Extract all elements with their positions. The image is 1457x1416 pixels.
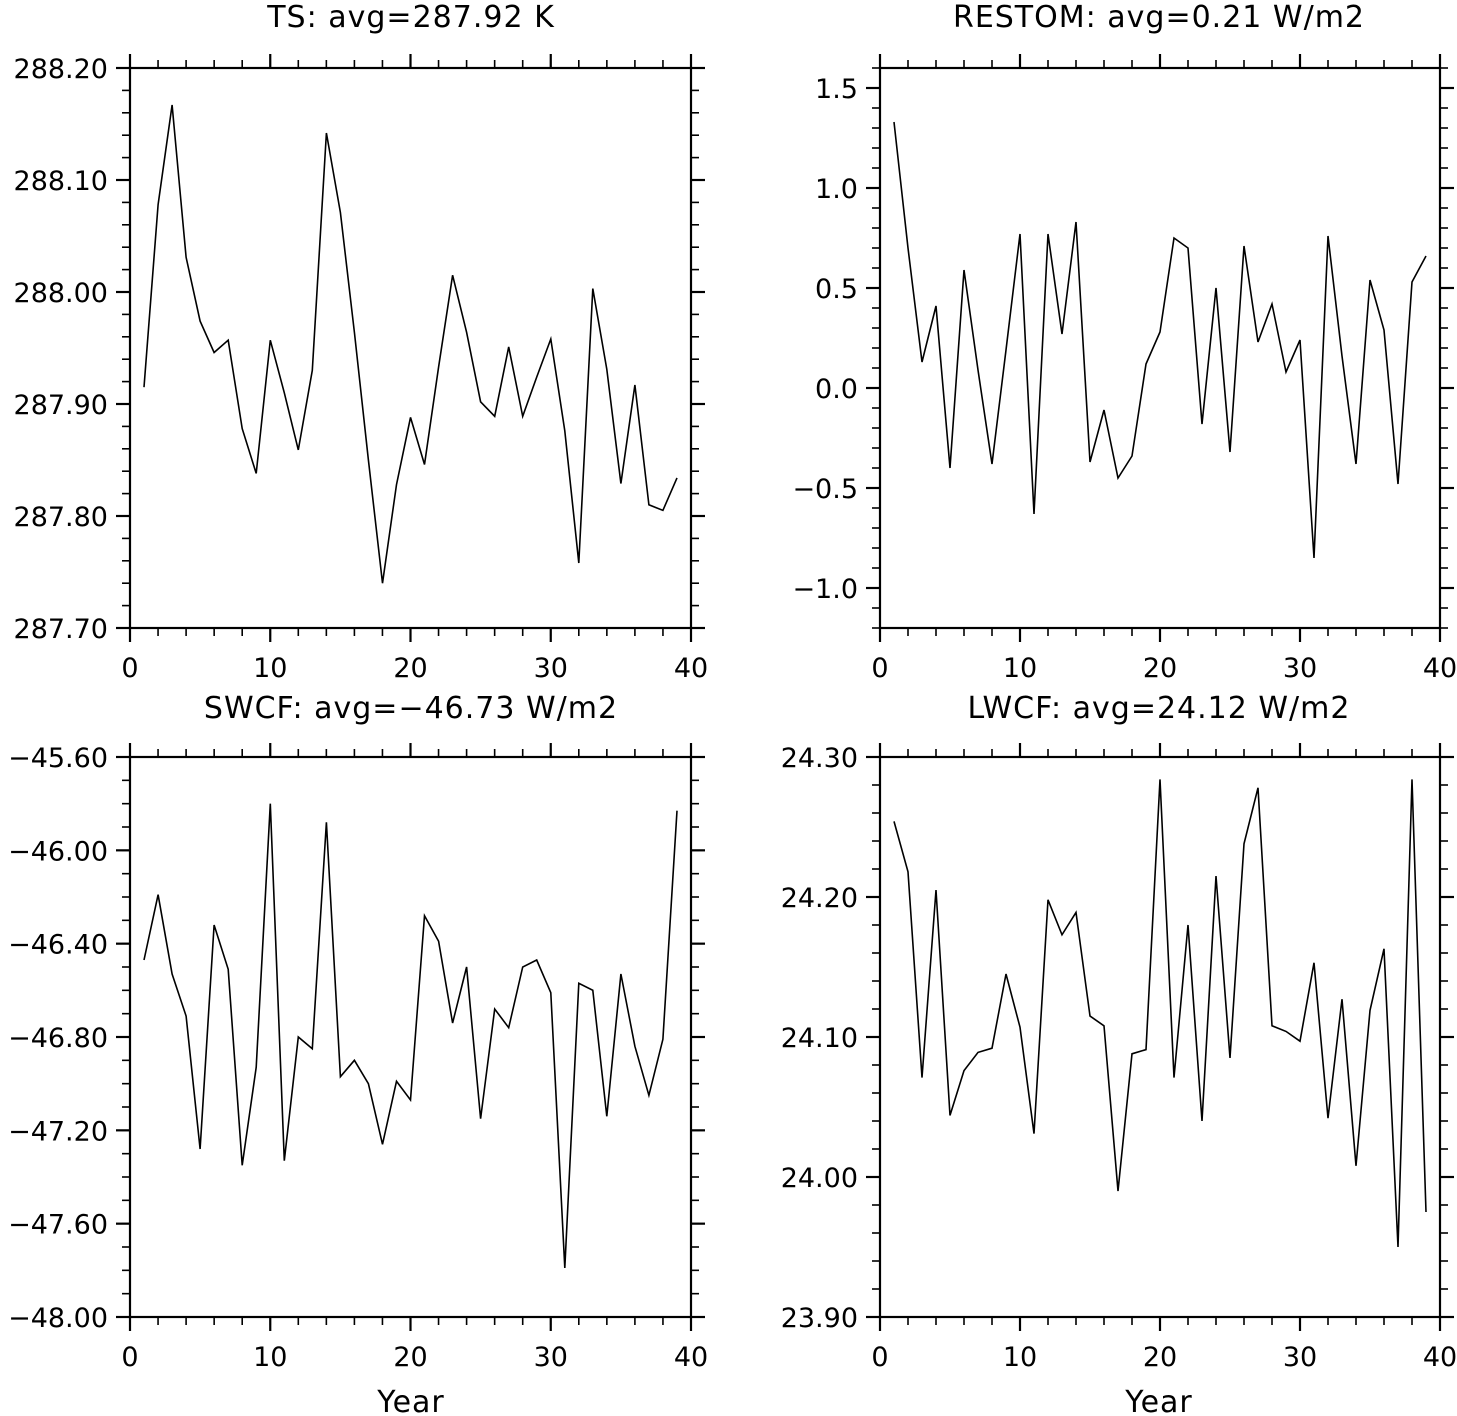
series-line	[143, 104, 678, 584]
x-tick-label: 40	[1423, 653, 1457, 684]
x-tick-label: 40	[1423, 1342, 1457, 1373]
y-tick-label: −0.5	[792, 474, 858, 505]
x-tick-label: 40	[674, 1342, 708, 1373]
x-tick-label: 0	[871, 653, 888, 684]
plot-frame	[878, 66, 1442, 630]
x-tick-label: 10	[1003, 1342, 1037, 1373]
panel-title: RESTOM: avg=0.21 W/m2	[953, 0, 1365, 35]
panel-title: TS: avg=287.92 K	[266, 0, 555, 35]
y-tick-label: 24.10	[781, 1023, 858, 1054]
y-tick-label: −48.00	[8, 1303, 108, 1334]
plot-frame	[128, 755, 693, 1319]
x-tick-label: 10	[1003, 653, 1037, 684]
x-tick-label: 0	[121, 1342, 138, 1373]
y-tick-label: 288.20	[14, 54, 108, 85]
y-tick-label: 23.90	[781, 1303, 858, 1334]
y-tick-label: 1.5	[815, 74, 858, 105]
panel-lwcf: LWCF: avg=24.12 W/m2 Year 23.90 24.00 24.1…	[781, 691, 1457, 1416]
y-tick-label: 288.10	[14, 166, 108, 197]
panel-title: SWCF: avg=−46.73 W/m2	[204, 691, 618, 726]
x-tick-label: 40	[674, 653, 708, 684]
panel-swcf: SWCF: avg=−46.73 W/m2 Year −48.00 −47.60 −…	[8, 691, 708, 1416]
series-line	[893, 121, 1427, 559]
y-tick-label: 0.5	[815, 274, 858, 305]
plot-frame	[128, 66, 693, 630]
y-tick-label: 0.0	[815, 374, 858, 405]
x-tick-label: 20	[393, 1342, 427, 1373]
y-tick-label: −46.40	[8, 930, 108, 961]
y-tick-label: 1.0	[815, 174, 858, 205]
y-tick-label: 287.70	[14, 614, 108, 645]
series-line	[893, 779, 1427, 1248]
x-axis-label: Year	[1124, 1385, 1193, 1416]
x-tick-label: 0	[121, 653, 138, 684]
x-tick-label: 30	[1283, 1342, 1317, 1373]
x-tick-label: 20	[1143, 1342, 1177, 1373]
y-tick-label: 287.90	[14, 390, 108, 421]
x-axis-label: Year	[376, 1385, 445, 1416]
y-tick-label: 287.80	[14, 502, 108, 533]
y-tick-label: 288.00	[14, 278, 108, 309]
y-tick-label: −47.20	[8, 1116, 108, 1147]
y-tick-label: 24.30	[781, 743, 858, 774]
x-tick-label: 10	[253, 653, 287, 684]
panel-ts: TS: avg=287.92 K 287.70 287.80 287.90 288.0…	[14, 0, 709, 684]
y-tick-label: −46.80	[8, 1023, 108, 1054]
panel-restom: RESTOM: avg=0.21 W/m2 −1.0 −0.5 0.0 0.5 1.0 1…	[792, 0, 1457, 684]
y-tick-label: −46.00	[8, 836, 108, 867]
y-tick-label: 24.20	[781, 883, 858, 914]
plot-frame	[878, 755, 1442, 1319]
series-line	[143, 803, 678, 1269]
y-tick-label: −45.60	[8, 743, 108, 774]
x-tick-label: 30	[1283, 653, 1317, 684]
panel-title: LWCF: avg=24.12 W/m2	[968, 691, 1351, 726]
x-tick-label: 10	[253, 1342, 287, 1373]
y-tick-label: 24.00	[781, 1163, 858, 1194]
x-tick-label: 30	[534, 653, 568, 684]
x-tick-label: 20	[393, 653, 427, 684]
x-tick-label: 20	[1143, 653, 1177, 684]
y-tick-label: −1.0	[792, 574, 858, 605]
x-tick-label: 30	[534, 1342, 568, 1373]
x-tick-label: 0	[871, 1342, 888, 1373]
y-tick-label: −47.60	[8, 1210, 108, 1241]
